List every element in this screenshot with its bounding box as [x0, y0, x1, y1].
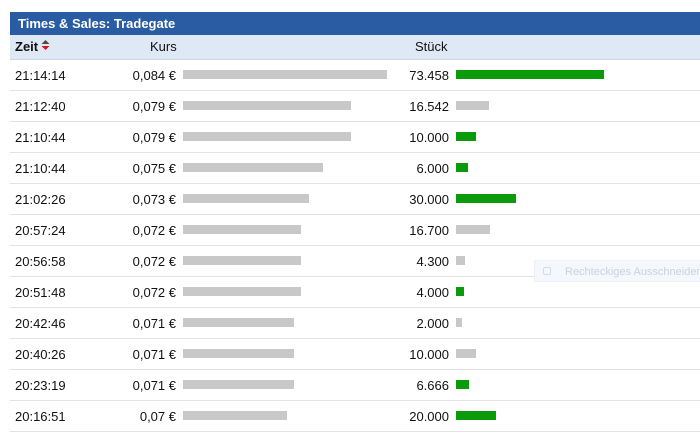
trade-row: 20:23:19 0,071 € 6.666: [10, 370, 700, 401]
price-bar: [183, 163, 323, 172]
trade-quantity: 4.000: [416, 285, 449, 300]
price-bar: [183, 194, 309, 203]
trade-quantity: 16.542: [409, 99, 449, 114]
trade-time: 21:10:44: [15, 161, 66, 176]
trade-time: 20:56:58: [15, 254, 66, 269]
price-bar: [183, 318, 294, 327]
trade-row: 20:40:26 0,071 € 10.000: [10, 339, 700, 370]
trade-row: 21:02:26 0,073 € 30.000: [10, 184, 700, 215]
trade-price: 0,071 €: [132, 347, 176, 362]
snipping-overlay: Rechteckiges Ausschneiden: [534, 260, 700, 282]
trade-row: 20:42:46 0,071 € 2.000: [10, 308, 700, 339]
trade-row: 21:14:14 0,084 € 73.458: [10, 60, 700, 91]
trade-row: 21:12:40 0,079 € 16.542: [10, 91, 700, 122]
trade-time: 20:51:48: [15, 285, 66, 300]
trade-time: 21:10:44: [15, 130, 66, 145]
quantity-bar: [456, 318, 462, 327]
trade-quantity: 10.000: [409, 347, 449, 362]
trade-quantity: 30.000: [409, 192, 449, 207]
trade-quantity: 6.666: [416, 378, 449, 393]
trade-time: 20:57:24: [15, 223, 66, 238]
trade-price: 0,07 €: [139, 409, 176, 424]
price-bar: [183, 287, 301, 296]
quantity-bar: [456, 132, 476, 141]
column-zeit[interactable]: Zeit: [15, 39, 39, 54]
price-bar: [183, 411, 287, 420]
trade-quantity: 16.700: [409, 223, 449, 238]
price-bar: [183, 380, 294, 389]
trade-time: 21:02:26: [15, 192, 66, 207]
trade-price: 0,072 €: [132, 223, 176, 238]
trade-quantity: 4.300: [416, 254, 449, 269]
sort-down-icon: [41, 46, 50, 50]
trade-row: 20:57:24 0,072 € 16.700: [10, 215, 700, 246]
trade-price: 0,075 €: [132, 161, 176, 176]
trade-quantity: 73.458: [409, 68, 449, 83]
column-header: Zeit Kurs Stück: [10, 35, 700, 60]
trade-time: 21:12:40: [15, 99, 66, 114]
trade-price: 0,071 €: [132, 316, 176, 331]
snipping-overlay-label: Rechteckiges Ausschneiden: [565, 266, 700, 278]
trade-time: 20:23:19: [15, 378, 66, 393]
trade-row: 20:51:48 0,072 € 4.000: [10, 277, 700, 308]
price-bar: [183, 101, 351, 110]
trade-price: 0,072 €: [132, 254, 176, 269]
quantity-bar: [456, 70, 604, 79]
trade-time: 20:40:26: [15, 347, 66, 362]
sort-up-icon: [41, 40, 50, 44]
trade-time: 20:16:51: [15, 409, 66, 424]
trade-quantity: 2.000: [416, 316, 449, 331]
quantity-bar: [456, 411, 496, 420]
price-bar: [183, 225, 301, 234]
trade-price: 0,071 €: [132, 378, 176, 393]
quantity-bar: [456, 349, 476, 358]
price-bar: [183, 70, 387, 79]
quantity-bar: [456, 194, 516, 203]
trade-row: 21:10:44 0,079 € 10.000: [10, 122, 700, 153]
price-bar: [183, 349, 294, 358]
quantity-bar: [456, 101, 489, 110]
quantity-bar: [456, 287, 464, 296]
trade-price: 0,084 €: [132, 68, 176, 83]
price-bar: [183, 132, 351, 141]
trade-quantity: 10.000: [409, 130, 449, 145]
trade-row: 20:16:51 0,07 € 20.000: [10, 401, 700, 432]
trade-quantity: 20.000: [409, 409, 449, 424]
price-bar: [183, 256, 301, 265]
trade-price: 0,073 €: [132, 192, 176, 207]
quantity-bar: [456, 163, 468, 172]
panel-title: Times & Sales: Tradegate: [10, 12, 700, 35]
trade-time: 20:42:46: [15, 316, 66, 331]
trade-row: 21:10:44 0,075 € 6.000: [10, 153, 700, 184]
trade-quantity: 6.000: [416, 161, 449, 176]
trade-price: 0,072 €: [132, 285, 176, 300]
times-and-sales-panel: Times & Sales: Tradegate Zeit Kurs Stück…: [10, 12, 700, 432]
trade-time: 21:14:14: [15, 68, 66, 83]
sort-arrows-icon[interactable]: [41, 39, 50, 51]
quantity-bar: [456, 225, 490, 234]
quantity-bar: [456, 256, 465, 265]
selection-icon: [543, 267, 551, 275]
column-stueck[interactable]: Stück: [415, 39, 448, 54]
column-kurs[interactable]: Kurs: [150, 39, 177, 54]
quantity-bar: [456, 380, 469, 389]
trade-price: 0,079 €: [132, 130, 176, 145]
trade-price: 0,079 €: [132, 99, 176, 114]
trade-row: 20:56:58 0,072 € 4.300: [10, 246, 700, 277]
trades-list: 21:14:14 0,084 € 73.458 21:12:40 0,079 € 16.5…: [10, 60, 700, 432]
